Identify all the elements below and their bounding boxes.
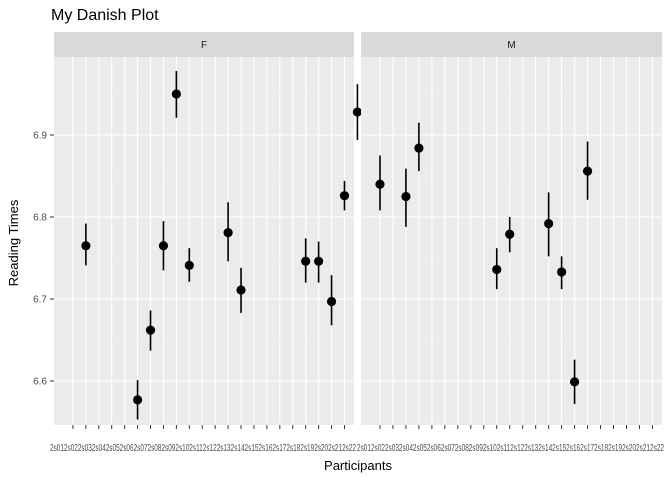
data-point — [492, 264, 502, 275]
y-tick-label: 6.6 — [33, 377, 47, 388]
y-axis-title: Reading Times — [6, 199, 21, 286]
data-point — [171, 89, 181, 99]
data-point — [184, 260, 194, 270]
facet-panel-m: M 2s012s022s032s042s052s062s072s082s092s1… — [357, 32, 664, 454]
data-point — [505, 229, 515, 239]
panel-background — [54, 57, 354, 425]
x-tick-labels: 2s012s022s032s042s052s062s072s082s092s10… — [357, 443, 664, 454]
data-point — [569, 377, 580, 387]
facet-panels: F 2s012s022s032s042s052s062s072s082s092s1… — [50, 32, 664, 454]
y-axis: 6.6 6.7 6.8 6.9 — [33, 131, 54, 388]
facet-strip-label: F — [201, 40, 207, 51]
data-point — [375, 179, 385, 189]
panel-background — [361, 57, 662, 425]
facet-strip — [54, 32, 354, 57]
data-point — [414, 143, 424, 153]
data-point — [236, 285, 246, 295]
x-tick-labels: 2s012s022s032s042s052s062s072s082s092s10… — [50, 443, 356, 454]
data-point — [223, 227, 233, 238]
data-point — [314, 256, 324, 266]
data-point — [81, 241, 91, 251]
data-point — [301, 256, 311, 266]
data-point — [158, 241, 169, 251]
data-point — [352, 107, 363, 117]
facet-panel-f: F 2s012s022s032s042s052s062s072s082s092s1… — [50, 32, 363, 454]
data-point — [557, 267, 567, 277]
facet-strip-label: M — [507, 40, 515, 51]
y-tick-label: 6.8 — [33, 213, 47, 224]
data-point — [132, 395, 143, 405]
data-point — [339, 191, 350, 201]
data-point — [326, 296, 337, 307]
y-tick-label: 6.9 — [33, 131, 47, 142]
chart-title: My Danish Plot — [51, 7, 159, 24]
data-point — [544, 218, 554, 229]
facet-strip — [361, 32, 662, 57]
data-point — [582, 166, 593, 176]
data-point — [145, 325, 156, 335]
data-point — [401, 191, 411, 202]
x-axis-title: Participants — [324, 458, 392, 473]
y-tick-label: 6.7 — [33, 295, 47, 306]
